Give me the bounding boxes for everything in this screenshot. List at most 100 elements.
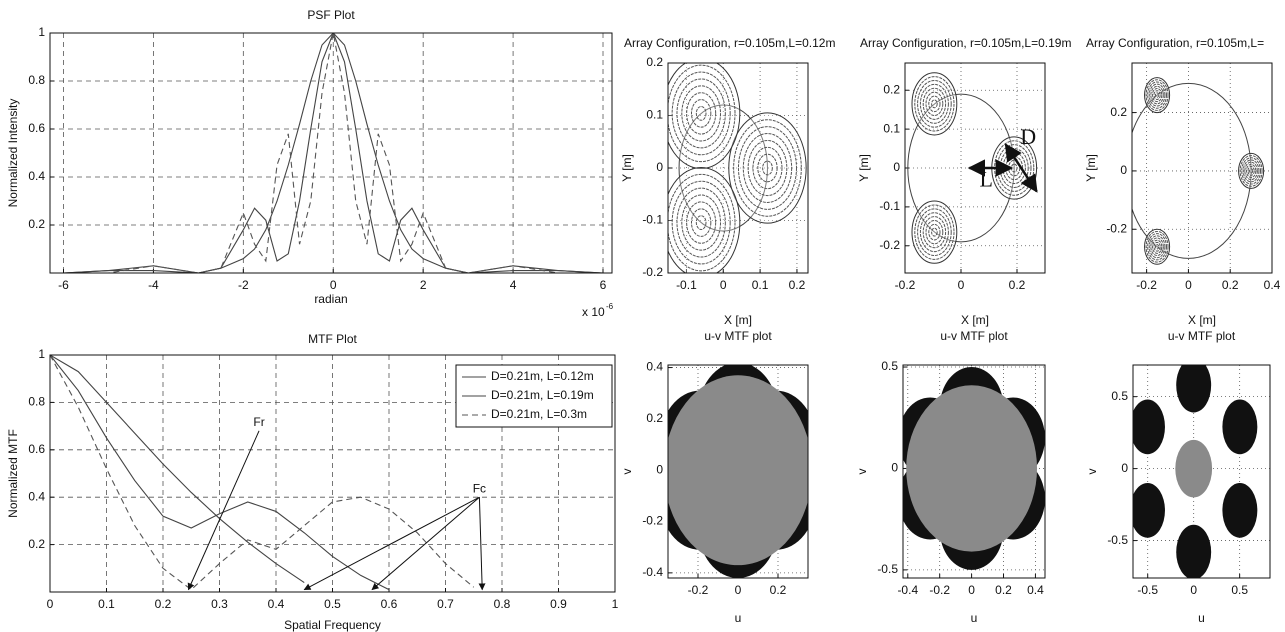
aperture-ring bbox=[690, 99, 712, 128]
y-tick-label: 0.4 bbox=[28, 489, 45, 503]
y-tick-label: 0.5 bbox=[881, 359, 898, 373]
aperture bbox=[668, 166, 741, 273]
y-tick-label: 0.6 bbox=[28, 442, 45, 456]
line-series bbox=[50, 355, 475, 591]
annotation-arrow bbox=[303, 496, 480, 591]
x-tick-label: 1 bbox=[612, 597, 619, 611]
aperture bbox=[1144, 228, 1171, 265]
outer-disk bbox=[1133, 399, 1165, 455]
x-tick-label: 0 bbox=[330, 278, 337, 292]
x-tick-label: 0.2 bbox=[995, 583, 1012, 597]
axes-frame bbox=[1132, 364, 1271, 579]
y-tick-label: 0 bbox=[893, 160, 900, 174]
line-series bbox=[50, 355, 390, 591]
aperture-ring bbox=[676, 78, 726, 149]
subplot-title: u-v MTF plot bbox=[940, 329, 1008, 343]
y-tick-label: 0.4 bbox=[28, 169, 45, 183]
aperture-ring bbox=[914, 76, 955, 132]
x-tick-label: 0 bbox=[47, 597, 54, 611]
axes-frame bbox=[1131, 62, 1273, 274]
plot-area bbox=[63, 33, 604, 273]
aperture-ring bbox=[1155, 92, 1160, 98]
x-tick-label: 6 bbox=[600, 278, 607, 292]
aperture-ring bbox=[1151, 239, 1163, 254]
annotation-arrow bbox=[371, 496, 480, 591]
aperture-ring bbox=[1245, 163, 1257, 178]
aperture-ring bbox=[917, 208, 952, 257]
aperture-ring bbox=[757, 153, 778, 183]
annotation-arrow bbox=[478, 497, 486, 591]
aperture-ring bbox=[681, 194, 722, 251]
aperture-ring bbox=[686, 92, 717, 135]
y-tick-label: 0 bbox=[656, 160, 663, 174]
aperture-ring bbox=[1151, 88, 1163, 103]
x-tick-label: 0.5 bbox=[324, 597, 341, 611]
x-tick-label: 0.7 bbox=[437, 597, 454, 611]
y-tick-label: 0 bbox=[1120, 163, 1127, 177]
x-tick-label: 0 bbox=[958, 278, 965, 292]
subplot: -0.2 0 0.2 -0.4 -0.2 0 0.2 0.4 u-v MTF plot u v bbox=[620, 329, 809, 625]
x-axis-label: X [m] bbox=[724, 313, 752, 327]
y-tick-label: -0.2 bbox=[1106, 221, 1127, 235]
axes-frame bbox=[667, 364, 809, 579]
x-tick-label: -0.2 bbox=[929, 583, 950, 597]
y-axis-label: Normalized MTF bbox=[6, 429, 20, 518]
annotation: Fc bbox=[473, 481, 486, 495]
aperture-ring bbox=[1247, 166, 1255, 176]
aperture-ring bbox=[928, 223, 941, 241]
aperture bbox=[911, 72, 958, 136]
x-tick-label: 0 bbox=[720, 278, 727, 292]
x-tick-label: 0.5 bbox=[1231, 583, 1248, 597]
subplot: 0 0.1 0.2 0.3 0.4 0.5 0.6 0.7 0.8 0.9 1 0.2 0.4 0.6 0.… bbox=[6, 332, 618, 632]
y-tick-label: 0.2 bbox=[1110, 105, 1127, 119]
x-tick-label: 0.1 bbox=[752, 278, 769, 292]
aperture-ring bbox=[695, 215, 707, 230]
axes-frame bbox=[667, 62, 809, 274]
subplot: -0.2 0 0.2 -0.2 -0.1 0 0.1 0.2 L D Array Configura… bbox=[857, 36, 1071, 327]
aperture-ring bbox=[668, 173, 736, 272]
aperture bbox=[668, 63, 741, 170]
annotation-arrow bbox=[187, 430, 260, 591]
x-tick-label: 0.4 bbox=[1027, 583, 1044, 597]
x-tick-label: -2 bbox=[238, 278, 249, 292]
y-axis-label: Y [m] bbox=[1084, 154, 1098, 182]
x-tick-label: -0.2 bbox=[895, 278, 916, 292]
y-tick-label: 0.2 bbox=[646, 55, 663, 69]
x-tick-label: 0.2 bbox=[770, 583, 787, 597]
y-tick-label: -0.1 bbox=[879, 199, 900, 213]
aperture-ring bbox=[1145, 230, 1169, 263]
plot-area bbox=[1132, 77, 1265, 265]
plot-area bbox=[50, 355, 475, 591]
aperture-ring bbox=[1150, 237, 1164, 256]
aperture-ring bbox=[919, 212, 949, 253]
x-tick-label: 0.9 bbox=[550, 597, 567, 611]
x-tick-label: 2 bbox=[420, 278, 427, 292]
x-multiplier-exponent: -6 bbox=[606, 302, 614, 311]
subplot-title: u-v MTF plot bbox=[704, 329, 772, 343]
x-tick-label: 0.2 bbox=[155, 597, 172, 611]
aperture-ring bbox=[914, 204, 955, 260]
line-series bbox=[63, 33, 604, 273]
outer-disk bbox=[1222, 399, 1258, 455]
y-tick-label: 0 bbox=[656, 462, 663, 476]
y-tick-label: 0.4 bbox=[646, 360, 663, 374]
x-tick-label: 0.4 bbox=[1264, 278, 1281, 292]
aperture-ring bbox=[1150, 85, 1164, 105]
x-axis-label: X [m] bbox=[1188, 313, 1216, 327]
aperture bbox=[911, 200, 958, 264]
y-axis-label: Y [m] bbox=[857, 154, 871, 182]
legend-label: D=0.21m, L=0.12m bbox=[491, 369, 594, 383]
subplot-title: Array Configuration, r=0.105m,L=0.12m bbox=[624, 36, 835, 50]
aperture-ring bbox=[747, 139, 788, 197]
aperture-ring bbox=[1153, 90, 1161, 100]
aperture-ring bbox=[1239, 155, 1263, 187]
y-tick-label: -0.4 bbox=[642, 565, 663, 579]
aperture-ring bbox=[919, 83, 949, 124]
x-tick-label: 0 bbox=[1185, 278, 1192, 292]
aperture-ring bbox=[931, 99, 938, 109]
x-axis-label: u bbox=[971, 611, 978, 625]
annotation: Fr bbox=[253, 415, 264, 429]
x-tick-label: 0.4 bbox=[268, 597, 285, 611]
subplot: -0.2 0 0.2 0.4 -0.2 0 0.2 Array Configuration, … bbox=[1084, 36, 1280, 327]
aperture-ring bbox=[1242, 159, 1260, 183]
